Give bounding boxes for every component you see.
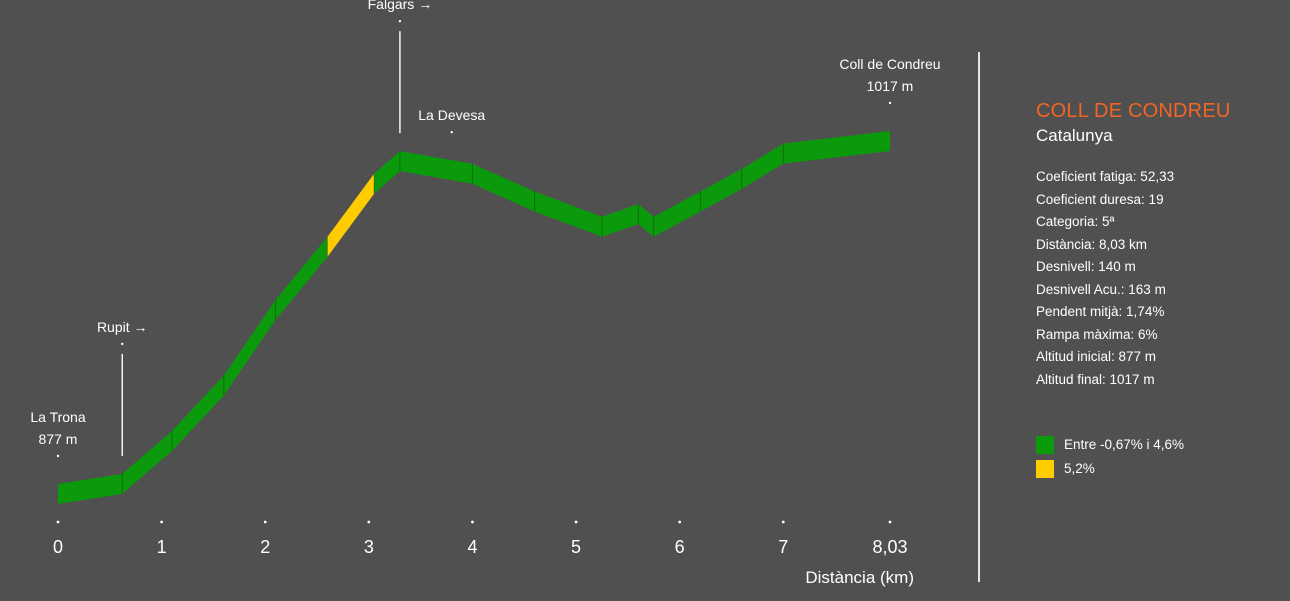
- x-tick-dot: [56, 520, 60, 524]
- profile-segment: [399, 151, 473, 184]
- panel-divider: [978, 52, 980, 582]
- annotation-dot: [450, 130, 453, 134]
- legend-label-green: Entre -0,67% i 4,6%: [1064, 437, 1185, 452]
- annotation-dot: [888, 101, 892, 105]
- x-tick-dot: [367, 520, 371, 524]
- profile-segment: [783, 131, 890, 164]
- legend-swatch-green: [1036, 436, 1054, 454]
- annotation-label: 1017 m: [867, 78, 914, 94]
- profile-segment: [534, 191, 602, 237]
- profile-segment: [601, 204, 639, 237]
- profile-segment: [327, 173, 375, 257]
- stat-end-altitude: Altitud final: 1017 m: [1036, 371, 1155, 387]
- climb-region: Catalunya: [1036, 126, 1113, 145]
- x-tick-dot: [471, 520, 474, 524]
- gradient-legend: Entre -0,67% i 4,6% 5,2%: [1036, 433, 1276, 481]
- x-tick-label: 5: [571, 537, 581, 557]
- climb-title: COLL DE CONDREU: [1036, 100, 1231, 122]
- x-tick-dot: [160, 520, 164, 524]
- stat-start-altitude: Altitud inicial: 877 m: [1036, 349, 1157, 364]
- x-tick-dot: [574, 520, 578, 524]
- profile-segment: [700, 168, 742, 212]
- legend-item-yellow: 5,2%: [1036, 457, 1276, 481]
- annotation-dot: [56, 454, 60, 458]
- annotation-label: 877 m: [39, 431, 78, 447]
- stat-hardness: Coeficient duresa: 19: [1036, 191, 1164, 207]
- x-axis-label: Distància (km): [805, 568, 914, 587]
- profile-segment: [653, 191, 701, 237]
- x-tick-dot: [678, 520, 682, 524]
- annotation-label: Falgars →: [368, 0, 433, 12]
- profile-segment: [472, 163, 535, 212]
- profile-segment: [741, 143, 784, 189]
- x-tick-dot: [888, 520, 892, 524]
- x-tick-dot: [263, 520, 267, 524]
- x-tick-label: 4: [467, 537, 477, 557]
- stat-distance: Distància: 8,03 km: [1036, 236, 1148, 252]
- legend-label-yellow: 5,2%: [1064, 461, 1095, 476]
- x-tick-label: 6: [675, 537, 685, 557]
- stat-fatigue: Coeficient fatiga: 52,33: [1036, 169, 1175, 184]
- profile-segment: [171, 375, 224, 452]
- stat-cumulative-gain: Desnivell Acu.: 163 m: [1036, 281, 1166, 297]
- annotation-label: Rupit →: [97, 319, 148, 335]
- elevation-profile-chart: 0 1 2 3 4 5 6 7 8,03 Distància (km) La Trona 877 m R…: [30, 0, 940, 587]
- annotation-dot: [121, 342, 124, 346]
- stat-average-gradient: Pendent mitjà: 1,74%: [1036, 304, 1165, 319]
- legend-swatch-yellow: [1036, 460, 1054, 478]
- x-tick-label: 3: [364, 537, 374, 557]
- profile-segment: [223, 299, 276, 396]
- profile-segment: [638, 204, 654, 237]
- legend-item-green: Entre -0,67% i 4,6%: [1036, 433, 1276, 457]
- stat-category: Categoria: 5ª: [1036, 214, 1115, 229]
- profile-segment: [122, 431, 172, 494]
- x-tick-label: 1: [157, 537, 167, 557]
- annotation-label: Coll de Condreu: [839, 56, 940, 72]
- x-tick-label: 8,03: [872, 537, 907, 557]
- x-tick-label: 7: [778, 537, 788, 557]
- annotation-label: La Trona: [30, 409, 85, 425]
- profile-segment: [58, 473, 123, 504]
- stat-elevation-gain: Desnivell: 140 m: [1036, 259, 1136, 274]
- profile-segment: [275, 236, 328, 320]
- profile-segment: [374, 151, 400, 194]
- annotation-dot: [398, 19, 402, 23]
- info-panel: COLL DE CONDREU Catalunya Coeficient fat…: [1036, 98, 1276, 481]
- stats-list: Coeficient fatiga: 52,33 Coeficient dure…: [1036, 166, 1276, 391]
- x-tick-label: 2: [260, 537, 270, 557]
- annotation-label: La Devesa: [418, 107, 485, 123]
- stat-max-gradient: Rampa màxima: 6%: [1036, 326, 1158, 342]
- x-tick-dot: [781, 520, 785, 524]
- x-tick-label: 0: [53, 537, 63, 557]
